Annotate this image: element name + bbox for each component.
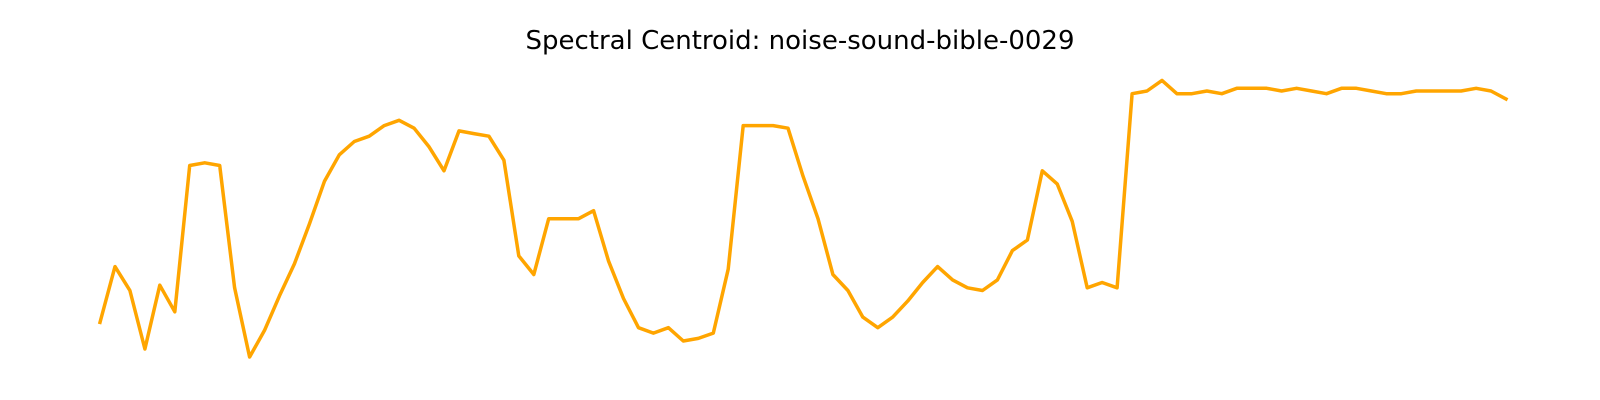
chart-title: Spectral Centroid: noise-sound-bible-002… bbox=[525, 26, 1075, 56]
series-line-0 bbox=[97, 78, 1509, 359]
series-layer bbox=[97, 78, 1509, 359]
